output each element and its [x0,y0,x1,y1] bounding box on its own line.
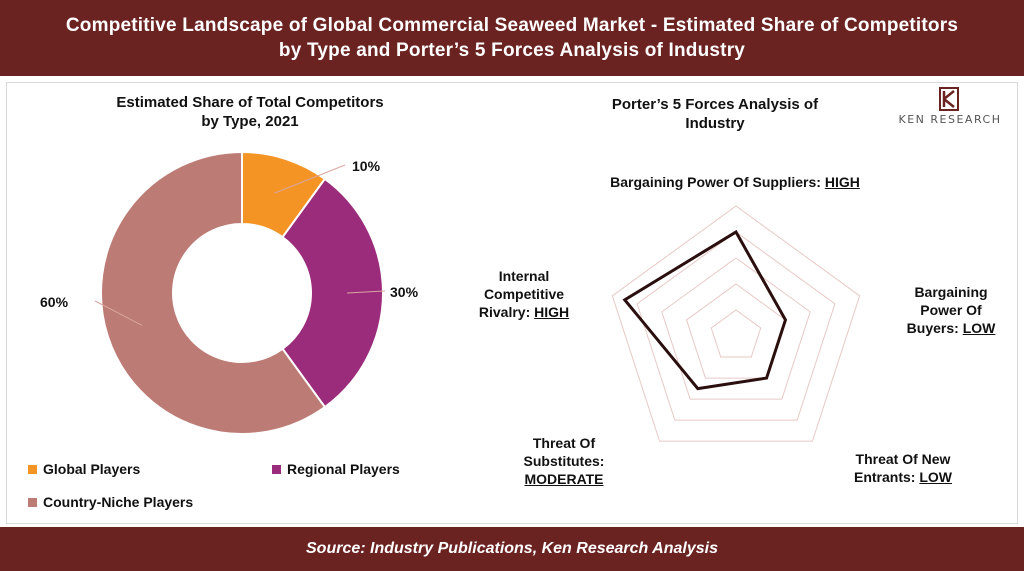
legend-item-regional: Regional Players [272,461,400,477]
axis-label-rivalry: Internal Competitive Rivalry: HIGH [462,267,586,321]
axis-label-buyers: Bargaining Power Of Buyers: LOW [896,283,1006,337]
ken-research-logo: KEN RESEARCH [886,86,1014,128]
legend-swatch-country-niche [28,497,37,507]
legend-label-regional: Regional Players [287,461,400,477]
axis-label-new-entrants-line-2: Entrants: [854,469,916,485]
axis-rating-buyers: LOW [962,320,996,336]
axis-rating-new-entrants: LOW [919,469,952,485]
slice-label-regional: 30% [390,284,419,300]
axis-label-buyers-line-1: Bargaining [914,284,988,300]
header-title-line-2: by Type and Porter’s 5 Forces Analysis o… [278,40,746,61]
axis-label-substitutes: Threat Of Substitutes: MODERATE [508,434,620,488]
axis-label-suppliers: Bargaining Power Of Suppliers: HIGH [540,173,930,191]
axis-rating-rivalry: HIGH [534,304,570,320]
axis-label-rivalry-line-1: Internal [498,268,550,284]
slice-label-country-niche: 60% [40,294,69,310]
axis-rating-suppliers: HIGH [824,174,860,190]
axis-label-suppliers-text: Bargaining Power Of Suppliers: [610,174,821,190]
axis-label-new-entrants-line-1: Threat Of New [855,451,951,467]
axis-label-buyers-line-3: Buyers: [906,320,959,336]
page-footer: Source: Industry Publications, Ken Resea… [0,527,1024,571]
axis-label-substitutes-line-1: Threat Of [532,435,596,451]
axis-label-substitutes-line-2: Substitutes: [523,453,605,469]
legend-label-global: Global Players [43,461,141,477]
axis-label-rivalry-line-2: Competitive [483,286,565,302]
legend-item-global: Global Players [28,461,140,477]
donut-title-line-1: Estimated Share of Total Competitors [116,94,384,111]
legend-swatch-regional [272,464,281,474]
legend-swatch-global [28,464,37,474]
axis-label-new-entrants: Threat Of New Entrants: LOW [838,450,968,486]
radar-chart-title: Porter’s 5 Forces Analysis of Industry [560,95,870,133]
donut-chart-title: Estimated Share of Total Competitors by … [60,93,440,131]
source-note: Source: Industry Publications, Ken Resea… [306,540,718,557]
slice-label-global: 10% [352,158,381,174]
logo-text: KEN RESEARCH [898,113,1002,126]
axis-rating-substitutes: MODERATE [524,471,604,487]
header-title-line-1: Competitive Landscape of Global Commerci… [65,15,959,36]
donut-title-line-2: by Type, 2021 [201,113,299,130]
ken-research-logo-icon [939,87,959,111]
axis-label-rivalry-line-3: Rivalry: [478,304,531,320]
legend-item-country-niche: Country-Niche Players [28,494,193,510]
axis-label-buyers-line-2: Power Of [920,302,982,318]
page-header: Competitive Landscape of Global Commerci… [0,0,1024,76]
radar-title-line-2: Industry [685,115,745,132]
radar-title-line-1: Porter’s 5 Forces Analysis of [611,96,819,113]
legend-label-country-niche: Country-Niche Players [43,494,194,510]
